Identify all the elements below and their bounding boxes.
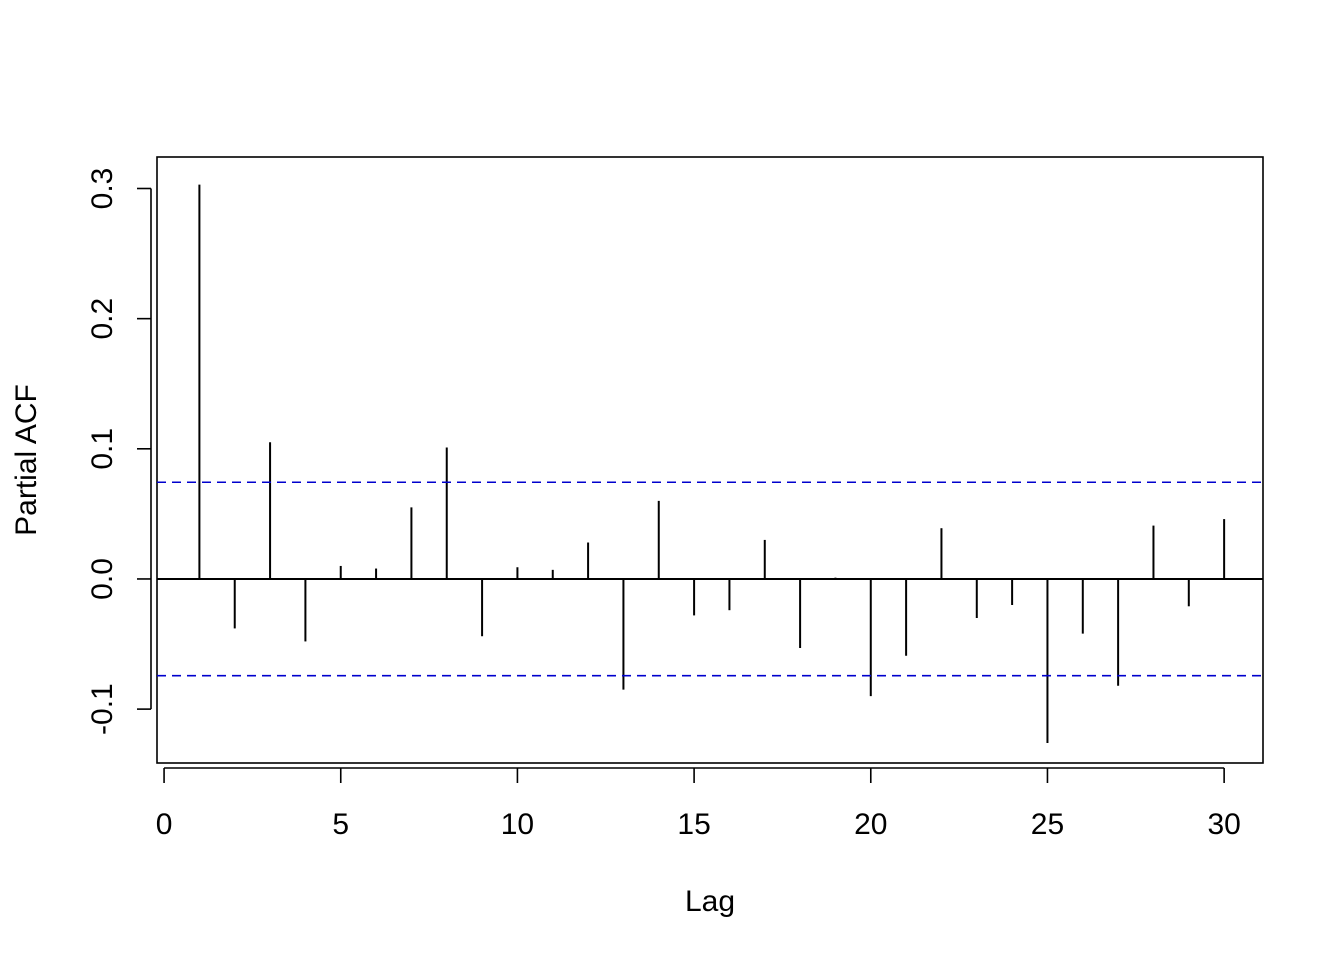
- pacf-bars: [198, 184, 1226, 743]
- x-tick-label-10: 10: [501, 808, 534, 841]
- y-tick-label-1: 0.0: [86, 558, 119, 600]
- x-tick-label-0: 0: [156, 808, 173, 841]
- y-tick-label-4: 0.3: [86, 168, 119, 210]
- x-tick-label-5: 5: [332, 808, 349, 841]
- y-tick-label-3: 0.2: [86, 298, 119, 340]
- y-axis-label: Partial ACF: [10, 384, 43, 536]
- x-tick-label-25: 25: [1031, 808, 1064, 841]
- x-tick-label-20: 20: [854, 808, 887, 841]
- x-axis-label: Lag: [685, 885, 735, 918]
- y-axis: -0.1 0.0 0.1 0.2 0.3: [86, 168, 152, 735]
- y-tick-label-0: -0.1: [86, 683, 119, 735]
- x-tick-label-15: 15: [677, 808, 710, 841]
- x-tick-label-30: 30: [1207, 808, 1240, 841]
- x-axis: 0 5 10 15 20 25 30: [156, 767, 1241, 841]
- y-tick-label-2: 0.1: [86, 428, 119, 470]
- plot-frame: [156, 156, 1264, 764]
